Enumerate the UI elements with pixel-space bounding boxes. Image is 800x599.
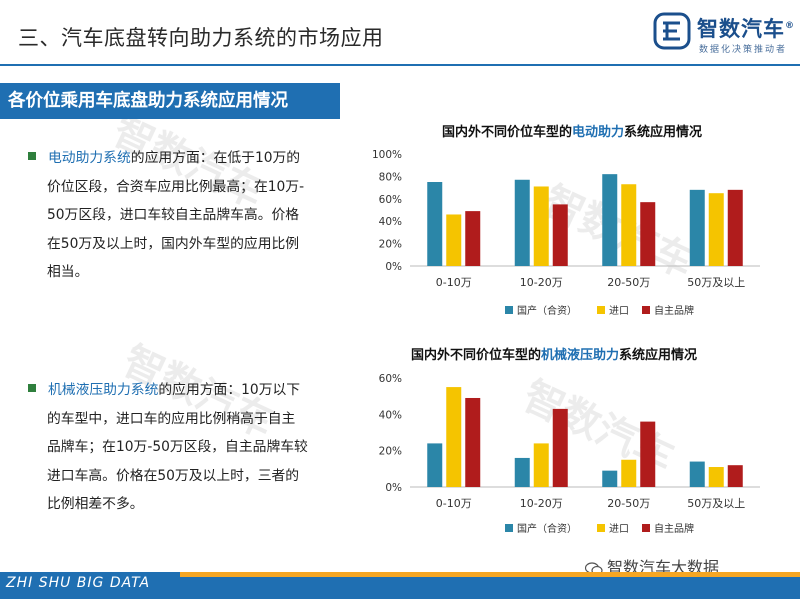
bar <box>621 184 637 266</box>
bar <box>689 461 705 487</box>
bullet-electric: 电动助力系统的应用方面：在低于10万的 价位区段，合资车应用比例最高；在10万-… <box>28 144 348 287</box>
bar <box>602 174 618 266</box>
legend-label: 自主品牌 <box>654 522 694 535</box>
bar <box>514 179 530 266</box>
x-tick-label: 0-10万 <box>436 276 472 289</box>
logo-name: 智数汽车® <box>697 17 795 41</box>
y-tick-label: 60% <box>379 373 402 385</box>
footer-text: ZHI SHU BIG DATA <box>6 575 151 591</box>
y-tick-label: 80% <box>379 171 402 183</box>
brand-logo: 智数汽车® 数据化决策推动者 <box>653 10 795 58</box>
bar <box>552 204 568 266</box>
bar <box>727 465 743 487</box>
bar <box>640 202 656 266</box>
legend-swatch <box>597 524 605 532</box>
y-tick-label: 60% <box>379 194 402 206</box>
chart-title-electric: 国内外不同价位车型的电动助力系统应用情况 <box>442 125 703 140</box>
bar <box>465 211 481 266</box>
y-tick-label: 20% <box>379 239 402 251</box>
bar <box>621 459 637 487</box>
x-tick-label: 20-50万 <box>607 276 650 289</box>
legend-swatch <box>505 524 513 532</box>
bar <box>427 182 443 266</box>
logo-mark-icon <box>653 12 691 50</box>
legend-swatch <box>642 306 650 314</box>
bar <box>689 189 705 266</box>
x-tick-label: 50万及以上 <box>687 497 745 510</box>
x-tick-label: 20-50万 <box>607 497 650 510</box>
bar <box>727 189 743 266</box>
bar <box>427 443 443 487</box>
title-divider <box>0 64 800 66</box>
page-title: 三、汽车底盘转向助力系统的市场应用 <box>18 26 384 50</box>
bar <box>533 186 549 266</box>
y-tick-label: 0% <box>385 261 402 273</box>
bar <box>708 467 724 487</box>
footer-accent-stripe <box>180 572 800 577</box>
x-tick-label: 50万及以上 <box>687 276 745 289</box>
chart-title-hydraulic: 国内外不同价位车型的机械液压助力系统应用情况 <box>411 348 698 363</box>
bullet-highlight: 机械液压助力系统 <box>48 382 159 398</box>
legend-label: 自主品牌 <box>654 304 694 317</box>
section-heading: 各价位乘用车底盘助力系统应用情况 <box>0 83 340 119</box>
legend-label: 进口 <box>609 523 629 535</box>
legend-swatch <box>505 306 513 314</box>
bullet-square-icon <box>28 152 36 160</box>
legend-swatch <box>597 306 605 314</box>
x-tick-label: 0-10万 <box>436 497 472 510</box>
bar <box>552 408 568 487</box>
bar <box>446 214 462 266</box>
legend-label: 进口 <box>609 305 629 317</box>
bar <box>708 193 724 266</box>
y-tick-label: 40% <box>379 216 402 228</box>
logo-slogan: 数据化决策推动者 <box>699 45 788 55</box>
bar <box>602 470 618 487</box>
x-tick-label: 10-20万 <box>520 497 563 510</box>
bar <box>465 397 481 487</box>
bullet-square-icon <box>28 384 36 392</box>
legend-swatch <box>642 524 650 532</box>
bar <box>533 443 549 487</box>
hydraulic-assist-chart: 0% 20% 40% 60% 0-10万 10-20万 20-50万 50万及以上国产（合资）… <box>379 373 760 535</box>
bar <box>640 421 656 487</box>
y-tick-label: 100% <box>372 149 402 161</box>
bar <box>446 387 462 487</box>
x-tick-label: 10-20万 <box>520 276 563 289</box>
bullet-hydraulic: 机械液压助力系统的应用方面：10万以下 的车型中，进口车的应用比例稍高于自主 品… <box>28 376 348 519</box>
legend-label: 国产（合资） <box>517 522 577 535</box>
electric-assist-chart: 0% 20% 40% 60% 80% 100% 0-10万 10-20万 20-50万 50万及以… <box>372 149 760 317</box>
bar <box>514 457 530 487</box>
y-tick-label: 20% <box>379 446 402 458</box>
bullet-highlight: 电动助力系统 <box>48 150 131 166</box>
legend-label: 国产（合资） <box>517 304 577 317</box>
y-tick-label: 0% <box>385 482 402 494</box>
y-tick-label: 40% <box>379 409 402 421</box>
